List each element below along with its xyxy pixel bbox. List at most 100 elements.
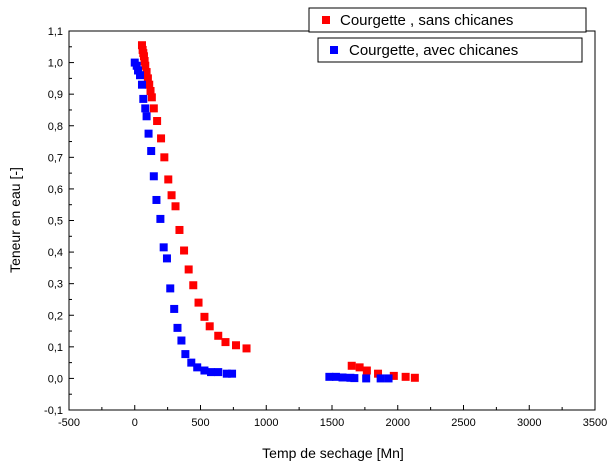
data-point <box>132 61 141 70</box>
y-tick-label: 0,6 <box>48 184 63 196</box>
y-axis-ticks: -0,1 0,0 0,1 0,2 0,3 0,4 0,5 0,6 0,7 0,8 0,9 1,0 1,1 <box>44 26 74 417</box>
data-point <box>173 323 182 332</box>
data-point <box>228 369 237 378</box>
data-point <box>162 254 171 263</box>
data-point <box>362 374 371 383</box>
data-point <box>143 74 152 83</box>
data-point <box>222 369 231 378</box>
data-point <box>141 61 150 70</box>
y-tick-label: 0,2 <box>48 310 63 322</box>
data-point <box>338 373 347 382</box>
data-point <box>140 57 149 66</box>
data-point <box>184 265 193 274</box>
x-tick-label: 0 <box>132 417 138 429</box>
x-tick-label: 3000 <box>517 417 541 429</box>
data-point <box>139 52 148 61</box>
data-point <box>221 338 230 347</box>
data-point <box>170 304 179 313</box>
data-point <box>153 117 162 126</box>
y-tick-label: 0,9 <box>48 89 63 101</box>
series-1 <box>137 41 419 382</box>
y-tick-label: 0,3 <box>48 279 63 291</box>
series-2 <box>130 58 393 383</box>
data-point <box>164 175 173 184</box>
data-point <box>194 298 203 307</box>
legend-box-2 <box>317 37 583 63</box>
data-point <box>214 368 223 377</box>
data-point <box>376 374 385 383</box>
data-point <box>200 366 209 375</box>
x-axis-title: Temp de sechage [Mn] <box>262 445 404 461</box>
data-point <box>157 134 166 143</box>
series-layer <box>130 41 419 383</box>
data-point <box>362 366 371 375</box>
x-tick-label: 3500 <box>583 417 607 429</box>
y-tick-label: 0,5 <box>48 216 63 228</box>
y-axis-title: Teneur en eau [-] <box>7 167 23 273</box>
x-tick-label: 1000 <box>254 417 278 429</box>
data-point <box>181 350 190 359</box>
data-point <box>389 371 398 380</box>
data-point <box>187 358 196 367</box>
x-tick-label: 2500 <box>451 417 475 429</box>
y-tick-label: 0,7 <box>48 152 63 164</box>
data-point <box>207 368 216 377</box>
data-point <box>139 94 148 103</box>
data-point <box>145 80 154 89</box>
data-point <box>325 372 334 381</box>
x-tick-label: -500 <box>58 417 80 429</box>
data-point <box>189 281 198 290</box>
data-point <box>166 284 175 293</box>
y-tick-label: 1,1 <box>48 26 63 38</box>
data-point <box>410 373 419 382</box>
data-point <box>374 369 383 378</box>
y-tick-label: 0,0 <box>48 373 63 385</box>
data-point <box>167 191 176 200</box>
data-point <box>401 372 410 381</box>
data-point <box>147 93 156 102</box>
data-point <box>205 322 214 331</box>
data-point <box>160 153 169 162</box>
data-point <box>141 104 150 113</box>
data-point <box>147 147 156 156</box>
data-point <box>175 225 184 234</box>
x-tick-label: 500 <box>191 417 209 429</box>
data-point <box>214 331 223 340</box>
data-point <box>180 246 189 255</box>
data-point <box>331 372 340 381</box>
data-point <box>142 112 151 121</box>
data-point <box>159 243 168 252</box>
data-point <box>193 363 202 372</box>
data-point <box>355 363 364 372</box>
data-point <box>149 172 158 181</box>
x-tick-label: 2000 <box>386 417 410 429</box>
data-point <box>242 344 251 353</box>
legend-label-sans-chicanes: Courgette , sans chicanes <box>340 12 513 29</box>
data-point <box>384 374 393 383</box>
data-point <box>347 361 356 370</box>
x-tick-label: 1500 <box>320 417 344 429</box>
data-point <box>144 129 153 138</box>
legend-marker-avec-chicanes <box>330 46 338 54</box>
data-point <box>134 66 143 75</box>
data-point <box>232 341 241 350</box>
data-point <box>142 68 151 77</box>
data-point <box>149 104 158 113</box>
y-tick-label: -0,1 <box>44 405 63 417</box>
data-point <box>152 195 161 204</box>
data-point <box>146 87 155 96</box>
y-tick-label: 0,4 <box>48 247 63 259</box>
legend-box-1 <box>308 7 587 33</box>
data-point <box>156 214 165 223</box>
legend-marker-sans-chicanes <box>322 16 330 24</box>
data-point <box>137 80 146 89</box>
y-tick-label: 1,0 <box>48 58 63 70</box>
data-point <box>137 41 146 50</box>
y-tick-label: 0,1 <box>48 342 63 354</box>
legend: Courgette , sans chicanes Courgette, ave… <box>308 7 587 63</box>
legend-label-avec-chicanes: Courgette, avec chicanes <box>349 42 518 59</box>
data-point <box>200 312 209 321</box>
y-tick-label: 0,8 <box>48 121 63 133</box>
data-point <box>171 202 180 211</box>
